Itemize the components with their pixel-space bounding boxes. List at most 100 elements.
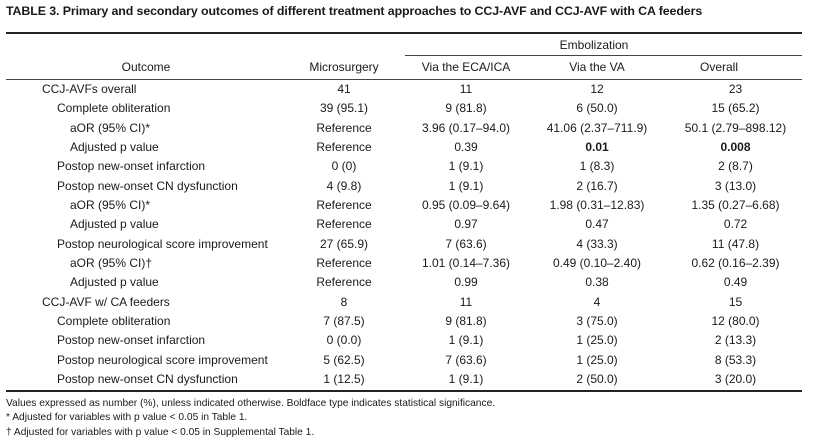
footnote-values: Values expressed as number (%), unless i… bbox=[6, 398, 496, 409]
cell-overall: 0.008 bbox=[720, 140, 751, 155]
cell-microsurgery: Reference bbox=[316, 217, 372, 232]
row-label: Postop neurological score improvement bbox=[57, 352, 268, 367]
table-row: Postop neurological score improvement 5 (… bbox=[6, 351, 802, 370]
row-label: aOR (95% CI)* bbox=[70, 120, 151, 135]
table-row: Postop neurological score improvement 27 … bbox=[6, 235, 802, 254]
cell-overall: 2 (8.7) bbox=[718, 159, 753, 174]
cell-microsurgery: 41 bbox=[337, 82, 351, 97]
cell-via-va: 1 (25.0) bbox=[576, 333, 618, 348]
cell-overall: 0.62 (0.16–2.39) bbox=[691, 256, 780, 271]
cell-via-va: 4 (33.3) bbox=[576, 236, 618, 251]
row-label: Postop new-onset CN dysfunction bbox=[57, 178, 238, 193]
row-label: CCJ-AVF w/ CA feeders bbox=[42, 294, 170, 309]
cell-microsurgery: 8 bbox=[340, 294, 348, 309]
cell-microsurgery: Reference bbox=[316, 256, 372, 271]
cell-via-eca-ica: 1 (9.1) bbox=[448, 372, 484, 387]
cell-via-va: 6 (50.0) bbox=[576, 101, 618, 116]
cell-microsurgery: Reference bbox=[316, 140, 372, 155]
table-row: Adjusted p value Reference 0.39 0.01 0.008 bbox=[6, 138, 802, 157]
cell-via-va: 41.06 (2.37–711.9) bbox=[546, 120, 648, 135]
cell-overall: 50.1 (2.79–898.12) bbox=[684, 120, 787, 135]
cell-overall: 8 (53.3) bbox=[714, 352, 757, 367]
row-label: Complete obliteration bbox=[57, 314, 171, 329]
cell-via-eca-ica: 7 (63.6) bbox=[445, 236, 487, 251]
row-label: Adjusted p value bbox=[70, 217, 159, 232]
cell-overall: 3 (20.0) bbox=[714, 372, 757, 387]
bottom-rule bbox=[6, 390, 802, 392]
cell-via-va: 0.01 bbox=[585, 140, 609, 155]
outcomes-table: CCJ-AVFs overall 41 11 12 23 Complete obliter… bbox=[6, 80, 802, 389]
column-header-microsurgery: Microsurgery bbox=[309, 60, 379, 74]
cell-via-eca-ica: 3.96 (0.17–94.0) bbox=[421, 120, 511, 135]
cell-via-va: 2 (50.0) bbox=[576, 372, 618, 387]
table-body: CCJ-AVFs overall 41 11 12 23 Complete obliter… bbox=[6, 80, 802, 389]
cell-via-va: 0.47 bbox=[585, 217, 609, 232]
cell-via-eca-ica: 7 (63.6) bbox=[445, 352, 487, 367]
cell-overall: 3 (13.0) bbox=[714, 178, 757, 193]
row-label: aOR (95% CI)* bbox=[70, 198, 151, 213]
cell-via-eca-ica: 9 (81.8) bbox=[445, 314, 487, 329]
cell-via-eca-ica: 11 bbox=[459, 82, 473, 97]
cell-microsurgery: 0 (0) bbox=[331, 159, 357, 174]
cell-microsurgery: 0 (0.0) bbox=[326, 333, 362, 348]
cell-overall: 11 (47.8) bbox=[711, 236, 760, 251]
cell-via-va: 1.98 (0.31–12.83) bbox=[549, 198, 645, 213]
table-row: Adjusted p value Reference 0.99 0.38 0.49 bbox=[6, 273, 802, 292]
column-header-via-eca-ica: Via the ECA/ICA bbox=[421, 60, 511, 74]
footnote-dagger: † Adjusted for variables with p value < … bbox=[6, 426, 315, 438]
cell-overall: 0.49 bbox=[723, 275, 748, 290]
group-header-rule bbox=[405, 55, 802, 56]
cell-via-va: 3 (75.0) bbox=[576, 314, 618, 329]
cell-via-eca-ica: 1.01 (0.14–7.36) bbox=[421, 256, 511, 271]
table-row: CCJ-AVFs overall 41 11 12 23 bbox=[6, 80, 802, 99]
row-label: Postop new-onset CN dysfunction bbox=[57, 372, 238, 387]
cell-microsurgery: 7 (87.5) bbox=[323, 314, 365, 329]
table-row: CCJ-AVF w/ CA feeders 8 11 4 15 bbox=[6, 293, 802, 312]
row-label: Postop new-onset infarction bbox=[57, 333, 206, 348]
cell-via-va: 0.38 bbox=[585, 275, 609, 290]
cell-via-va: 2 (16.7) bbox=[576, 178, 618, 193]
table-title: TABLE 3. Primary and secondary outcomes … bbox=[6, 4, 703, 18]
cell-overall: 15 bbox=[728, 294, 743, 309]
cell-via-va: 12 bbox=[590, 82, 604, 97]
cell-via-eca-ica: 0.39 bbox=[454, 140, 478, 155]
table-row: aOR (95% CI)† Reference 1.01 (0.14–7.36) 0.… bbox=[6, 254, 802, 273]
cell-via-eca-ica: 1 (9.1) bbox=[448, 178, 484, 193]
cell-via-eca-ica: 11 bbox=[459, 294, 473, 309]
row-label: Adjusted p value bbox=[70, 275, 159, 290]
footnotes: Values expressed as number (%), unless i… bbox=[6, 397, 495, 440]
row-label: Complete obliteration bbox=[57, 101, 171, 116]
cell-overall: 0.72 bbox=[723, 217, 748, 232]
cell-via-va: 1 (8.3) bbox=[579, 159, 615, 174]
cell-via-eca-ica: 0.97 bbox=[454, 217, 478, 232]
cell-via-eca-ica: 1 (9.1) bbox=[448, 159, 484, 174]
cell-via-eca-ica: 1 (9.1) bbox=[448, 333, 484, 348]
column-header-overall: Overall bbox=[699, 60, 739, 74]
footnote-asterisk: * Adjusted for variables with p value < … bbox=[6, 412, 248, 424]
cell-microsurgery: 5 (62.5) bbox=[323, 352, 365, 367]
row-label: Adjusted p value bbox=[70, 140, 159, 155]
cell-microsurgery: 1 (12.5) bbox=[323, 372, 365, 387]
top-rule bbox=[6, 32, 802, 34]
table-row: Adjusted p value Reference 0.97 0.47 0.72 bbox=[6, 215, 802, 234]
cell-overall: 23 bbox=[728, 82, 743, 97]
cell-microsurgery: Reference bbox=[316, 198, 372, 213]
column-header-via-va: Via the VA bbox=[569, 60, 625, 74]
cell-via-eca-ica: 0.99 bbox=[454, 275, 478, 290]
cell-microsurgery: Reference bbox=[316, 275, 372, 290]
row-label: Postop new-onset infarction bbox=[57, 159, 206, 174]
table-row: Complete obliteration 7 (87.5) 9 (81.8) 3 (… bbox=[6, 312, 802, 331]
cell-via-va: 4 bbox=[593, 294, 601, 309]
cell-via-va: 0.49 (0.10–2.40) bbox=[552, 256, 642, 271]
table-row: Postop new-onset infarction 0 (0) 1 (9.1) 1… bbox=[6, 157, 802, 176]
cell-via-eca-ica: 0.95 (0.09–9.64) bbox=[421, 198, 511, 213]
row-label: aOR (95% CI)† bbox=[70, 256, 153, 271]
cell-microsurgery: 27 (65.9) bbox=[319, 236, 369, 251]
row-label: CCJ-AVFs overall bbox=[42, 82, 137, 97]
column-header-outcome: Outcome bbox=[121, 60, 171, 74]
header-rule bbox=[6, 79, 802, 80]
table-row: Postop new-onset CN dysfunction 1 (12.5) 1… bbox=[6, 370, 802, 389]
table-row: aOR (95% CI)* Reference 3.96 (0.17–94.0) 41… bbox=[6, 119, 802, 138]
cell-overall: 15 (65.2) bbox=[711, 101, 760, 116]
